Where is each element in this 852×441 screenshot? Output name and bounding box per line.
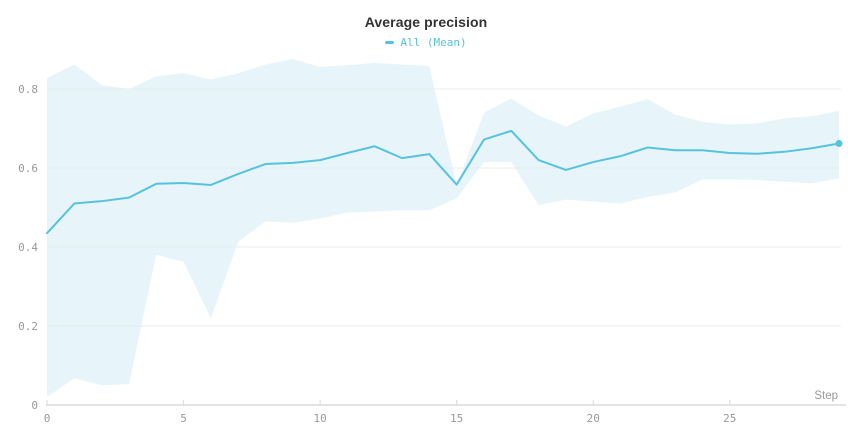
x-tick-label: 20 [587,412,600,425]
x-tick-label: 0 [44,412,51,425]
mean-line [46,129,840,235]
x-tick-label: 10 [313,412,326,425]
y-tick-label: 0.8 [18,83,38,96]
x-axis-title: Step [814,390,838,402]
legend-item-all-mean[interactable]: All (Mean) [385,36,467,49]
legend-label: All (Mean) [400,36,467,49]
y-tick-label: 0.6 [18,162,38,175]
chart-legend: All (Mean) [0,36,852,49]
chart-title: Average precision [364,14,488,30]
y-tick-label: 0.2 [18,320,38,333]
x-tick-label: 5 [180,412,187,425]
y-tick-label: 0.4 [18,241,38,254]
legend-line-icon [385,41,395,44]
x-tick-label: 25 [723,412,736,425]
last-point-dot [835,140,843,148]
confidence-band [47,58,839,398]
x-tick-label: 15 [450,412,463,425]
y-tick-label: 0 [31,399,38,412]
